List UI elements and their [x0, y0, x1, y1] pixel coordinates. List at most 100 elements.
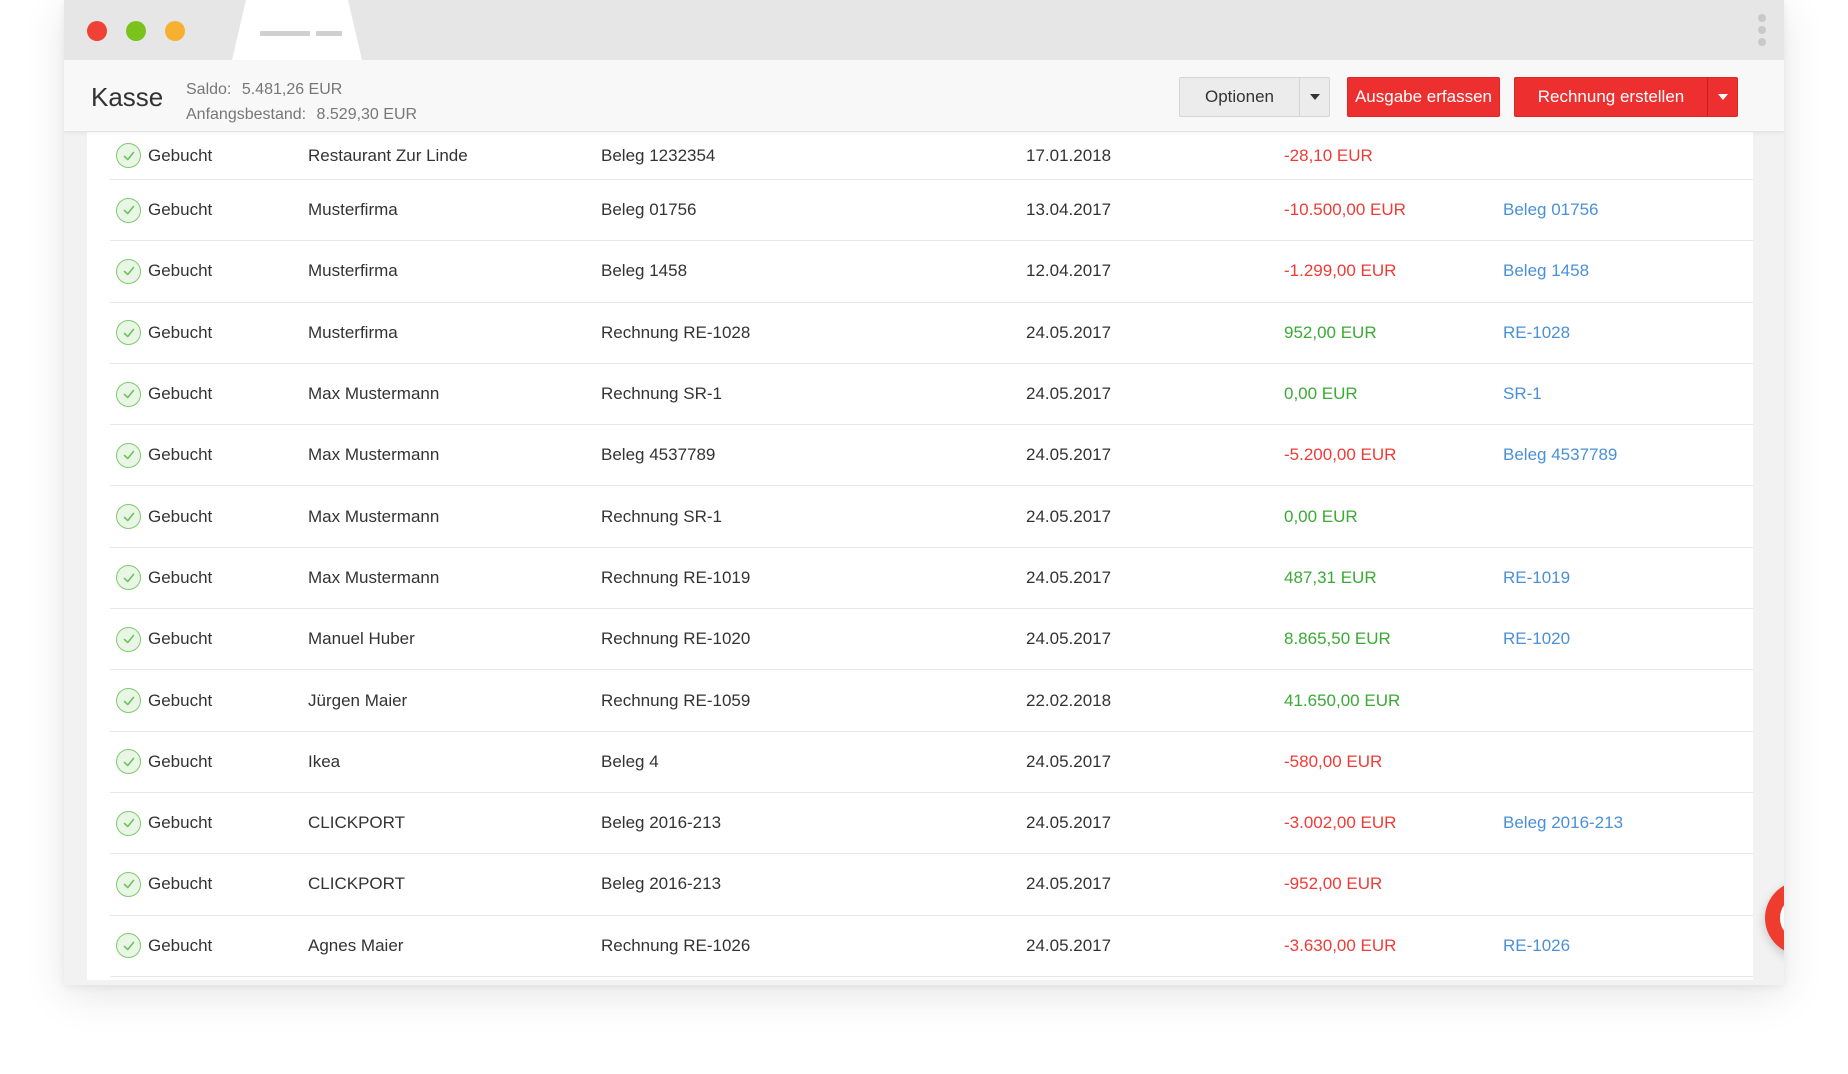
document-link[interactable]: RE-1020: [1503, 629, 1571, 649]
table-row[interactable]: Gebucht Musterfirma Beleg 1458 12.04.2017 -1…: [110, 241, 1753, 303]
contact-name: Musterfirma: [308, 261, 398, 281]
document-title: Rechnung SR-1: [601, 506, 722, 526]
status-cell: Gebucht: [116, 732, 212, 792]
document-link[interactable]: RE-1019: [1503, 567, 1571, 587]
check-circle-icon: [116, 442, 141, 468]
table-row[interactable]: Gebucht Max Mustermann Rechnung SR-1 24.05.…: [110, 486, 1753, 548]
status-cell: Gebucht: [116, 916, 212, 976]
status-label: Gebucht: [148, 874, 213, 894]
check-circle-icon: [116, 871, 141, 897]
check-circle-icon: [116, 504, 141, 530]
booking-date: 13.04.2017: [1026, 200, 1112, 220]
table-row[interactable]: Gebucht Max Mustermann Beleg 4537789 24.05.…: [110, 425, 1753, 487]
status-label: Gebucht: [148, 445, 213, 465]
amount: 8.865,50 EUR: [1284, 629, 1391, 649]
booking-date: 24.05.2017: [1026, 874, 1112, 894]
amount: -28,10 EUR: [1284, 145, 1373, 165]
opening-balance-label: Anfangsbestand:: [186, 106, 307, 123]
amount: -1.299,00 EUR: [1284, 261, 1397, 281]
table-row[interactable]: Gebucht Max Mustermann Rechnung SR-1 24.05.…: [110, 364, 1753, 426]
amount: -3.002,00 EUR: [1284, 813, 1397, 833]
document-title: Rechnung RE-1028: [601, 322, 751, 342]
document-link[interactable]: Beleg 1458: [1503, 261, 1590, 281]
status-label: Gebucht: [148, 935, 213, 955]
document-link[interactable]: Beleg 01756: [1503, 200, 1599, 220]
chevron-down-icon: [1717, 94, 1728, 100]
add-expense-button[interactable]: Ausgabe erfassen: [1347, 77, 1500, 117]
status-label: Gebucht: [148, 567, 213, 587]
document-link[interactable]: Beleg 2016-213: [1503, 813, 1624, 833]
check-circle-icon: [116, 381, 141, 407]
options-button[interactable]: Optionen: [1179, 77, 1299, 117]
check-circle-icon: [116, 320, 141, 346]
check-circle-icon: [116, 626, 141, 652]
booking-date: 24.05.2017: [1026, 322, 1112, 342]
status-cell: Gebucht: [116, 303, 212, 363]
status-label: Gebucht: [148, 629, 213, 649]
booking-date: 12.04.2017: [1026, 261, 1112, 281]
status-label: Gebucht: [148, 751, 213, 771]
document-title: Rechnung RE-1059: [601, 690, 751, 710]
window-minimize-button[interactable]: [126, 21, 146, 41]
document-title: Rechnung SR-1: [601, 384, 722, 404]
table-row[interactable]: Gebucht Musterfirma Beleg 01756 13.04.2017 -…: [110, 180, 1753, 242]
help-button[interactable]: ?: [1765, 881, 1784, 955]
status-cell: Gebucht: [116, 486, 212, 546]
status-cell: Gebucht: [116, 548, 212, 608]
transaction-table: Gebucht Restaurant Zur Linde Beleg 1232354…: [110, 132, 1753, 977]
document-title: Beleg 1458: [601, 261, 688, 281]
status-cell: Gebucht: [116, 132, 212, 179]
browser-tab[interactable]: [232, 0, 362, 60]
status-cell: Gebucht: [116, 793, 212, 853]
contact-name: Manuel Huber: [308, 629, 415, 649]
booking-date: 24.05.2017: [1026, 567, 1112, 587]
window-close-button[interactable]: [87, 21, 107, 41]
status-cell: Gebucht: [116, 241, 212, 301]
window-maximize-button[interactable]: [165, 21, 185, 41]
status-label: Gebucht: [148, 322, 213, 342]
transaction-list-panel: Gebucht Restaurant Zur Linde Beleg 1232354…: [87, 132, 1753, 980]
options-button-group: Optionen: [1179, 77, 1330, 117]
saldo-value: 5.481,26 EUR: [241, 81, 343, 98]
options-dropdown-toggle[interactable]: [1299, 77, 1330, 117]
status-cell: Gebucht: [116, 180, 212, 240]
table-row[interactable]: Gebucht CLICKPORT Beleg 2016-213 24.05.2017…: [110, 854, 1753, 916]
table-row[interactable]: Gebucht Restaurant Zur Linde Beleg 1232354…: [110, 132, 1753, 180]
document-title: Beleg 01756: [601, 200, 697, 220]
amount: 0,00 EUR: [1284, 384, 1358, 404]
status-label: Gebucht: [148, 261, 213, 281]
table-row[interactable]: Gebucht Ikea Beleg 4 24.05.2017 -580,00 EUR: [110, 732, 1753, 793]
browser-window: Kasse Saldo: 5.481,26 EUR Anfangsbestand…: [64, 0, 1784, 985]
status-label: Gebucht: [148, 384, 213, 404]
saldo-label: Saldo:: [186, 81, 232, 98]
document-link[interactable]: RE-1026: [1503, 935, 1571, 955]
booking-date: 24.05.2017: [1026, 384, 1112, 404]
table-row[interactable]: Gebucht Jürgen Maier Rechnung RE-1059 22.02…: [110, 670, 1753, 732]
table-row[interactable]: Gebucht Agnes Maier Rechnung RE-1026 24.05.…: [110, 916, 1753, 977]
table-row[interactable]: Gebucht CLICKPORT Beleg 2016-213 24.05.2017…: [110, 793, 1753, 855]
amount: -10.500,00 EUR: [1284, 200, 1406, 220]
document-link[interactable]: RE-1028: [1503, 322, 1571, 342]
browser-menu-icon[interactable]: [1757, 14, 1767, 48]
table-row[interactable]: Gebucht Musterfirma Rechnung RE-1028 24.05.…: [110, 303, 1753, 364]
document-link[interactable]: Beleg 4537789: [1503, 445, 1618, 465]
check-circle-icon: [116, 258, 141, 284]
document-title: Beleg 1232354: [601, 145, 716, 165]
browser-chrome: [64, 0, 1784, 60]
booking-date: 24.05.2017: [1026, 935, 1112, 955]
check-circle-icon: [116, 749, 141, 775]
check-circle-icon: [116, 933, 141, 959]
document-title: Beleg 4: [601, 751, 659, 771]
create-invoice-button[interactable]: Rechnung erstellen: [1514, 77, 1708, 117]
document-link[interactable]: SR-1: [1503, 384, 1542, 404]
booking-date: 24.05.2017: [1026, 813, 1112, 833]
booking-date: 17.01.2018: [1026, 145, 1112, 165]
table-row[interactable]: Gebucht Max Mustermann Rechnung RE-1019 24.…: [110, 548, 1753, 610]
table-row[interactable]: Gebucht Manuel Huber Rechnung RE-1020 24.05…: [110, 609, 1753, 671]
opening-balance-value: 8.529,30 EUR: [316, 106, 418, 123]
tab-title-placeholder: [260, 31, 310, 36]
status-cell: Gebucht: [116, 364, 212, 424]
create-invoice-dropdown-toggle[interactable]: [1708, 77, 1738, 117]
document-title: Rechnung RE-1026: [601, 935, 751, 955]
contact-name: Jürgen Maier: [308, 690, 408, 710]
